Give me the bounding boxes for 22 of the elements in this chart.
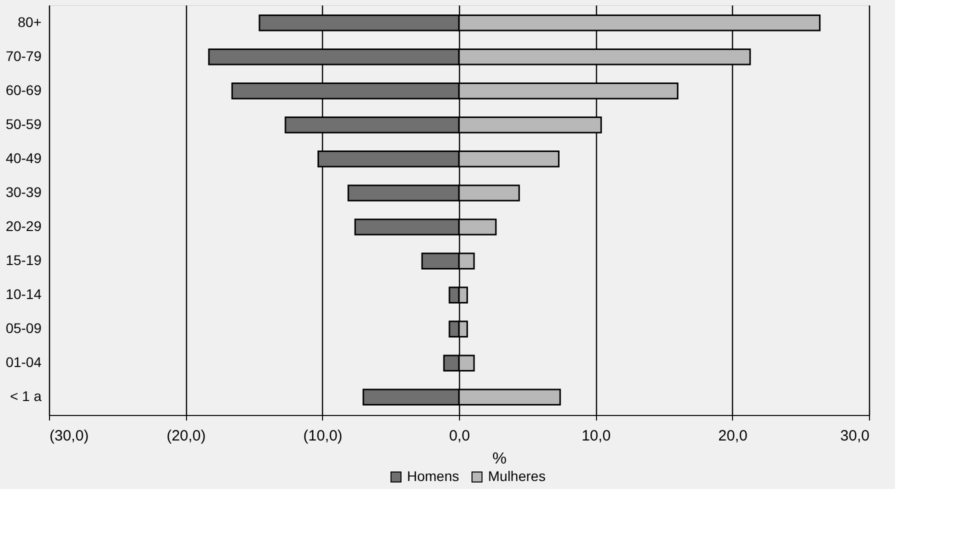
x-tick-label: (30,0)	[50, 428, 89, 444]
x-tick-label: 10,0	[582, 428, 611, 444]
y-tick-label: 01-04	[6, 354, 42, 370]
x-axis-title: %	[492, 450, 507, 468]
y-tick-label: 70-79	[6, 48, 42, 64]
y-tick-label: 30-39	[6, 184, 42, 200]
y-tick-label: 10-14	[6, 286, 42, 302]
legend-label: Homens	[407, 468, 460, 484]
y-tick-label: 50-59	[6, 116, 42, 132]
x-tick-label: (10,0)	[303, 428, 342, 444]
x-tick-label: 20,0	[718, 428, 748, 444]
y-tick-label: 40-49	[6, 150, 42, 166]
x-tick-label: 0,0	[449, 428, 470, 444]
x-tick-label: 30,0	[840, 428, 870, 444]
legend-label: Mulheres	[488, 468, 546, 484]
y-tick-label: < 1 a	[10, 388, 42, 404]
x-tick-label: (20,0)	[166, 428, 206, 444]
y-tick-label: 80+	[18, 14, 42, 30]
y-tick-label: 20-29	[6, 218, 42, 234]
y-tick-label: 60-69	[6, 82, 42, 98]
y-tick-label: 15-19	[6, 252, 42, 268]
y-tick-label: 05-09	[6, 320, 42, 336]
